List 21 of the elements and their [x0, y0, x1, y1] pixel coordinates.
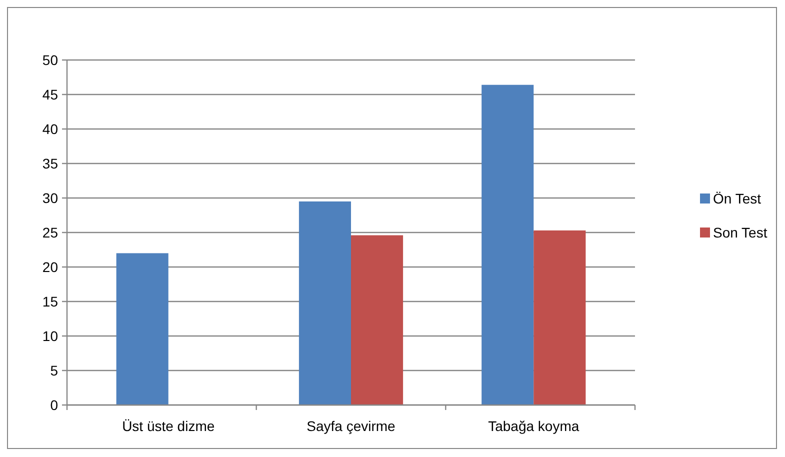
y-tick-label: 30 [42, 190, 58, 206]
y-tick-label: 40 [42, 120, 58, 137]
bar [482, 84, 534, 405]
bar [351, 235, 404, 405]
x-tick-label: Üst üste dizme [122, 418, 215, 434]
y-tick-label: 25 [42, 224, 58, 240]
y-tick-label: 50 [42, 52, 58, 68]
legend-label: Ön Test [713, 190, 762, 206]
y-tick-label: 5 [50, 362, 58, 378]
x-tick-label: Tabağa koyma [488, 418, 580, 434]
bar [116, 253, 168, 405]
y-tick-label: 45 [42, 86, 58, 102]
y-tick-label: 35 [42, 155, 58, 172]
bar [298, 201, 351, 405]
x-tick-label: Sayfa çevirme [306, 418, 396, 434]
y-tick-label: 15 [42, 293, 58, 310]
y-tick-label: 10 [42, 328, 58, 344]
legend-label: Son Test [713, 224, 768, 240]
bar [534, 230, 586, 405]
y-tick-label: 0 [50, 396, 58, 413]
y-tick-label: 20 [42, 258, 58, 275]
